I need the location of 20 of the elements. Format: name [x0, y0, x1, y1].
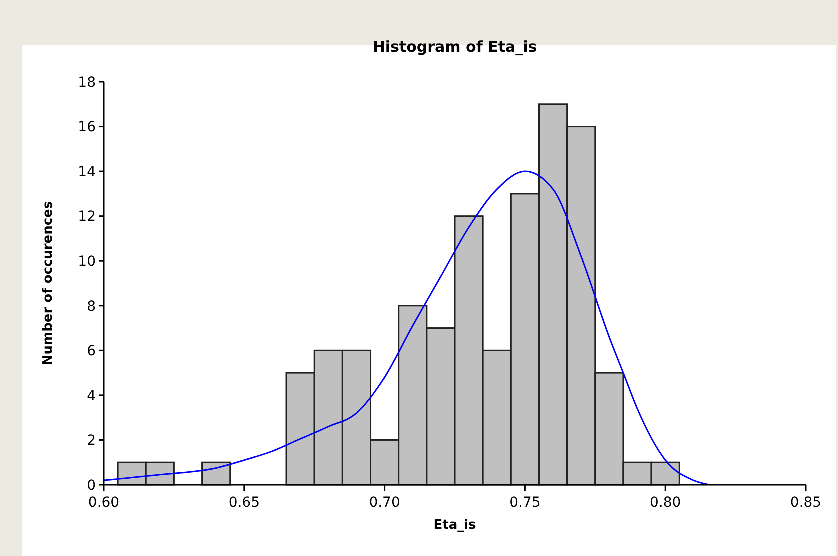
y-tick-label: 10 — [78, 254, 96, 270]
y-tick-label: 14 — [78, 164, 96, 180]
x-tick-label: 0.75 — [510, 495, 541, 511]
y-tick-label: 6 — [87, 344, 96, 360]
x-tick-label: 0.65 — [228, 495, 260, 511]
x-axis-title: Eta_is — [434, 518, 477, 533]
y-tick-label: 0 — [87, 478, 96, 494]
y-tick-label: 16 — [78, 120, 96, 136]
y-axis-title: Number of occurences — [41, 201, 56, 366]
y-tick-label: 8 — [87, 298, 96, 315]
y-tick-label: 12 — [78, 209, 96, 226]
y-tick-label: 18 — [78, 74, 96, 91]
x-tick-label: 0.85 — [790, 495, 822, 511]
y-tick-label: 2 — [87, 433, 96, 450]
chart-title: Histogram of Eta_is — [372, 38, 538, 56]
line-series — [103, 170, 708, 486]
x-tick-label: 0.70 — [369, 495, 400, 511]
x-tick-label: 0.60 — [88, 495, 120, 511]
x-tick-label: 0.80 — [650, 495, 682, 511]
y-tick-label: 4 — [87, 388, 96, 404]
